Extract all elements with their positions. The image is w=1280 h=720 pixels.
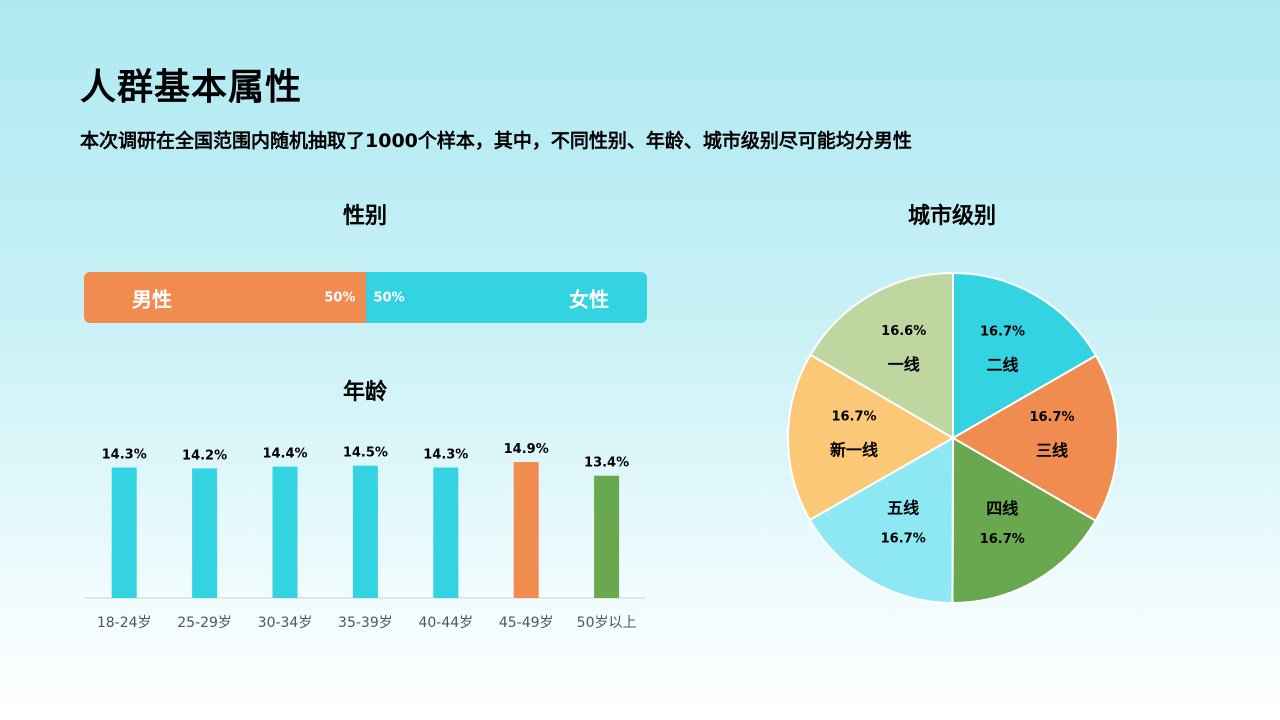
pie-value-label: 16.7%: [980, 324, 1025, 339]
pie-category-label: 一线: [888, 355, 920, 374]
pie-slice: [808, 436, 955, 605]
pie-category-label: 二线: [987, 355, 1019, 374]
gender-bar: 男性 50% 50% 女性: [84, 272, 647, 323]
bar: [594, 475, 620, 598]
pie-value-label: 16.7%: [881, 532, 926, 547]
page-subtitle: 本次调研在全国范围内随机抽取了1000个样本，其中，不同性别、年龄、城市级别尽可…: [80, 130, 912, 152]
pie-slice: [951, 436, 1098, 604]
pie-category-label: 新一线: [830, 441, 878, 460]
bar: [192, 468, 218, 598]
gender-bar-male: 男性 50%: [84, 272, 366, 323]
gender-bar-female: 50% 女性: [365, 272, 647, 323]
age-bar-chart: 14.3% 18-24岁 14.2% 25-29岁 14.4% 30-34岁 14.5% 35…: [84, 442, 646, 631]
bar-value-label: 14.9%: [504, 442, 549, 457]
pie-category-label: 五线: [887, 499, 919, 518]
page-title: 人群基本属性: [80, 67, 303, 108]
pie-value-label: 16.7%: [831, 410, 876, 425]
x-tick-label: 25-29岁: [177, 615, 232, 631]
male-label: 男性: [132, 287, 172, 311]
pie-slice: [787, 353, 955, 522]
x-tick-label: 40-44岁: [418, 615, 473, 631]
bar-value-label: 14.3%: [423, 448, 468, 463]
bar: [111, 467, 137, 598]
bar-value-label: 13.4%: [584, 456, 629, 471]
female-percent: 50%: [373, 290, 405, 305]
pie-value-label: 16.6%: [881, 324, 926, 339]
bar-value-label: 14.2%: [182, 448, 227, 463]
pie-value-label: 16.7%: [1029, 410, 1074, 425]
pie-slice: [952, 271, 1098, 440]
x-tick-label: 50岁以上: [577, 615, 637, 631]
x-tick-label: 35-39岁: [338, 615, 393, 631]
x-tick-label: 45-49岁: [499, 615, 554, 631]
bar: [352, 465, 378, 598]
x-tick-label: 30-34岁: [258, 615, 313, 631]
city-pie-chart: 16.7% 二线 16.7% 三线 16.7% 四线 16.7% 五线 16.7% 新一线 16.6…: [787, 271, 1119, 605]
pie-category-label: 四线: [986, 499, 1018, 518]
city-section-title: 城市级别: [907, 204, 996, 229]
male-percent: 50%: [324, 290, 356, 305]
female-label: 女性: [569, 287, 609, 311]
bar: [272, 466, 298, 598]
bar: [513, 462, 539, 598]
pie-category-label: 三线: [1036, 441, 1068, 460]
x-tick-label: 18-24岁: [97, 615, 152, 631]
age-section-title: 年龄: [342, 380, 387, 405]
gender-section-title: 性别: [342, 204, 387, 229]
bar: [433, 467, 459, 598]
bar-value-label: 14.3%: [102, 448, 147, 463]
pie-value-label: 16.7%: [980, 532, 1025, 547]
bar-value-label: 14.4%: [262, 447, 307, 462]
pie-slice: [951, 354, 1119, 523]
pie-slice: [809, 271, 954, 440]
bar-value-label: 14.5%: [343, 446, 388, 461]
